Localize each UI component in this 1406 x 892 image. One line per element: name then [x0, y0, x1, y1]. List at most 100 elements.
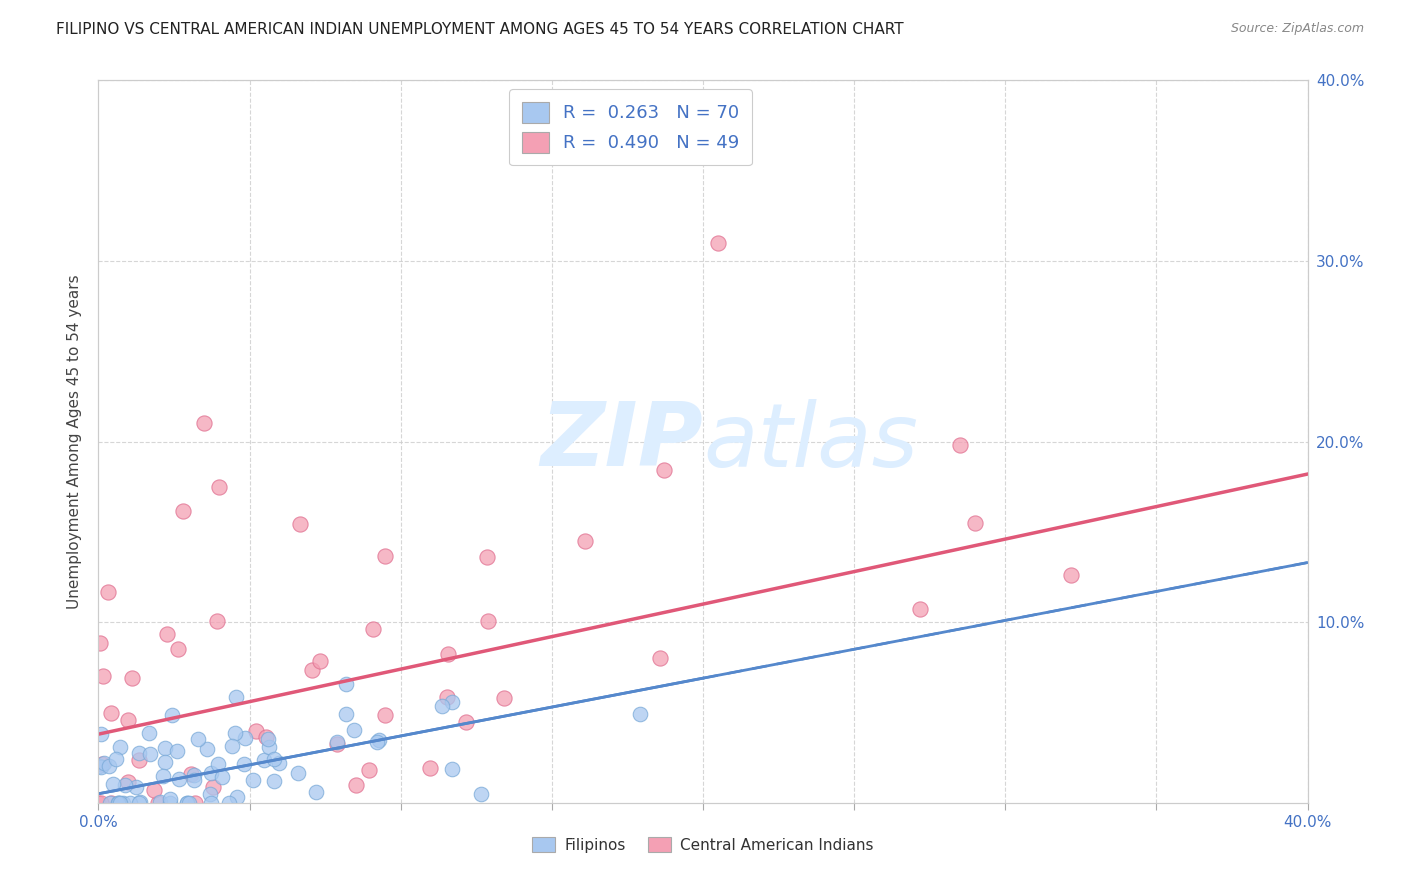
Point [91, 757, 114, 772]
Point [437, 647, 460, 661]
Point [125, 780, 148, 795]
Point [374, 708, 396, 723]
Point [245, 723, 267, 738]
Point [98, 796, 121, 810]
Point [202, 780, 225, 794]
Point [128, 747, 150, 761]
Point [121, 671, 143, 685]
Point [200, 787, 222, 801]
Point [177, 796, 200, 810]
Point [628, 706, 651, 721]
Point [93, 756, 115, 770]
Point [368, 733, 391, 747]
Point [107, 796, 129, 810]
Point [117, 713, 139, 727]
Y-axis label: Unemployment Among Ages 45 to 54 years: Unemployment Among Ages 45 to 54 years [67, 274, 83, 609]
Point [233, 731, 256, 745]
Point [98, 759, 121, 773]
Point [436, 690, 458, 704]
Point [200, 765, 222, 780]
Text: Source: ZipAtlas.com: Source: ZipAtlas.com [1230, 22, 1364, 36]
Point [89, 759, 111, 773]
Point [652, 463, 675, 477]
Point [335, 676, 357, 690]
Point [225, 790, 247, 805]
Point [965, 516, 987, 530]
Point [949, 438, 972, 452]
Point [344, 778, 367, 792]
Point [253, 754, 276, 768]
Point [242, 772, 264, 787]
Point [153, 741, 176, 756]
Point [418, 761, 440, 775]
Point [183, 768, 205, 782]
Point [326, 737, 349, 751]
Point [183, 772, 205, 787]
Point [366, 734, 388, 748]
Point [87, 796, 110, 810]
Point [309, 654, 332, 668]
Point [90, 727, 112, 741]
Point [908, 602, 931, 616]
Point [156, 627, 179, 641]
Point [361, 622, 384, 636]
Point [91, 668, 114, 682]
Point [211, 770, 233, 784]
Point [326, 735, 349, 749]
Point [155, 755, 177, 769]
Point [492, 690, 515, 705]
Point [187, 732, 209, 747]
Text: ZIP: ZIP [540, 398, 703, 485]
Text: FILIPINO VS CENTRAL AMERICAN INDIAN UNEMPLOYMENT AMONG AGES 45 TO 54 YEARS CORRE: FILIPINO VS CENTRAL AMERICAN INDIAN UNEM… [56, 22, 904, 37]
Point [470, 787, 492, 801]
Point [707, 235, 730, 250]
Point [128, 753, 150, 767]
Point [152, 769, 174, 783]
Point [207, 756, 229, 771]
Point [263, 752, 285, 766]
Point [104, 751, 127, 765]
Point [208, 480, 231, 494]
Point [138, 725, 160, 739]
Point [149, 795, 172, 809]
Point [290, 517, 312, 532]
Point [176, 796, 198, 810]
Point [172, 504, 194, 518]
Point [90, 796, 112, 810]
Point [224, 726, 246, 740]
Point [257, 732, 280, 747]
Point [335, 706, 357, 721]
Point [374, 549, 396, 563]
Legend: R =  0.263   N = 70, R =  0.490   N = 49: R = 0.263 N = 70, R = 0.490 N = 49 [509, 89, 752, 165]
Point [184, 796, 207, 810]
Point [287, 765, 309, 780]
Point [180, 766, 202, 780]
Point [205, 615, 228, 629]
Point [441, 763, 464, 777]
Point [218, 796, 240, 810]
Point [108, 739, 131, 754]
Point [100, 796, 122, 810]
Point [108, 796, 131, 810]
Point [432, 699, 454, 714]
Point [254, 730, 277, 744]
Point [200, 796, 222, 810]
Point [100, 706, 122, 721]
Point [357, 764, 380, 778]
Point [89, 636, 111, 650]
Point [129, 795, 152, 809]
Point [263, 774, 285, 789]
Point [97, 585, 120, 599]
Point [167, 642, 190, 657]
Point [142, 783, 165, 797]
Text: atlas: atlas [703, 399, 918, 484]
Point [117, 774, 139, 789]
Point [176, 796, 198, 810]
Point [574, 534, 596, 549]
Point [101, 777, 124, 791]
Point [195, 742, 218, 756]
Point [114, 778, 136, 792]
Point [1060, 567, 1083, 582]
Point [166, 744, 188, 758]
Point [138, 747, 160, 761]
